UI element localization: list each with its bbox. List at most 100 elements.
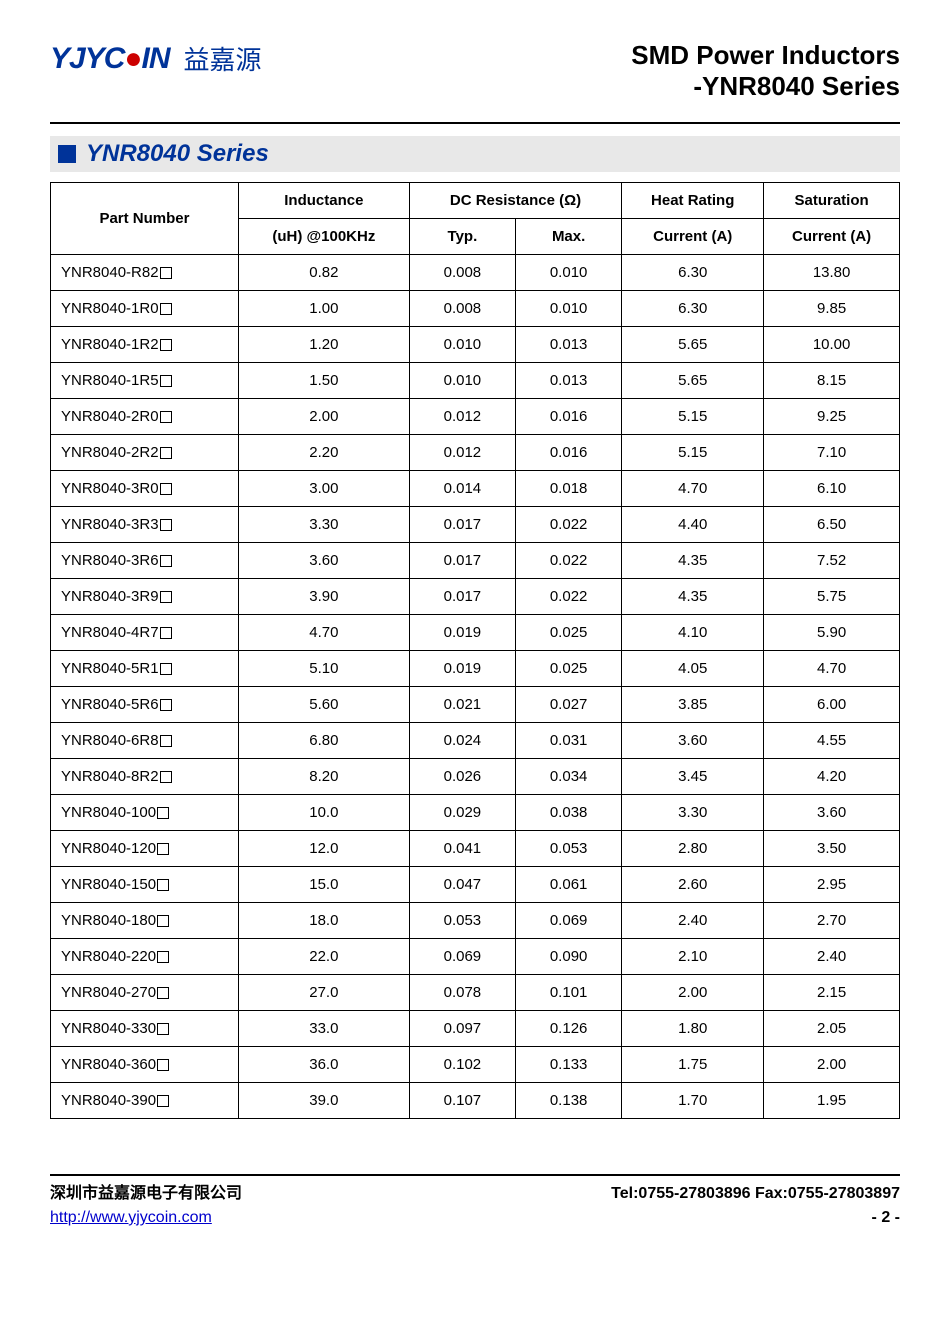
cell-sat: 10.00: [764, 327, 900, 363]
cell-max: 0.101: [516, 975, 622, 1011]
table-row: YNR8040-36036.00.1020.1331.752.00: [51, 1047, 900, 1083]
cell-typ: 0.019: [409, 615, 515, 651]
cell-part-number: YNR8040-2R0: [51, 399, 239, 435]
table-row: YNR8040-1R51.500.0100.0135.658.15: [51, 363, 900, 399]
col-inductance-bot: (uH) @100KHz: [238, 219, 409, 255]
cell-sat: 7.52: [764, 543, 900, 579]
table-row: YNR8040-10010.00.0290.0383.303.60: [51, 795, 900, 831]
cell-uh: 3.00: [238, 471, 409, 507]
logo-chinese: 益嘉源: [184, 40, 262, 77]
cell-max: 0.027: [516, 687, 622, 723]
cell-uh: 0.82: [238, 255, 409, 291]
cell-part-number: YNR8040-6R8: [51, 723, 239, 759]
suffix-box-icon: [160, 447, 172, 459]
cell-max: 0.016: [516, 399, 622, 435]
cell-part-number: YNR8040-5R6: [51, 687, 239, 723]
cell-heat: 4.10: [622, 615, 764, 651]
footer-row-2: http://www.yjycoin.com - 2 -: [50, 1206, 900, 1230]
table-row: YNR8040-4R74.700.0190.0254.105.90: [51, 615, 900, 651]
cell-part-number: YNR8040-1R2: [51, 327, 239, 363]
cell-max: 0.138: [516, 1083, 622, 1119]
cell-max: 0.022: [516, 543, 622, 579]
cell-part-number: YNR8040-4R7: [51, 615, 239, 651]
cell-heat: 6.30: [622, 255, 764, 291]
document-title: SMD Power Inductors -YNR8040 Series: [631, 40, 900, 102]
cell-uh: 18.0: [238, 903, 409, 939]
table-row: YNR8040-1R21.200.0100.0135.6510.00: [51, 327, 900, 363]
company-logo: YJYC●IN 益嘉源: [50, 40, 262, 77]
cell-uh: 12.0: [238, 831, 409, 867]
section-heading-bar: YNR8040 Series: [50, 136, 900, 172]
cell-part-number: YNR8040-1R0: [51, 291, 239, 327]
table-row: YNR8040-2R22.200.0120.0165.157.10: [51, 435, 900, 471]
suffix-box-icon: [160, 771, 172, 783]
cell-sat: 2.40: [764, 939, 900, 975]
cell-max: 0.031: [516, 723, 622, 759]
suffix-box-icon: [157, 951, 169, 963]
cell-uh: 2.20: [238, 435, 409, 471]
suffix-box-icon: [160, 663, 172, 675]
cell-typ: 0.012: [409, 399, 515, 435]
cell-typ: 0.024: [409, 723, 515, 759]
cell-uh: 27.0: [238, 975, 409, 1011]
suffix-box-icon: [160, 339, 172, 351]
cell-heat: 4.35: [622, 543, 764, 579]
cell-typ: 0.017: [409, 579, 515, 615]
section-bullet-icon: [58, 145, 76, 163]
cell-sat: 8.15: [764, 363, 900, 399]
cell-uh: 3.30: [238, 507, 409, 543]
cell-sat: 3.50: [764, 831, 900, 867]
cell-max: 0.061: [516, 867, 622, 903]
cell-max: 0.126: [516, 1011, 622, 1047]
cell-typ: 0.047: [409, 867, 515, 903]
suffix-box-icon: [157, 879, 169, 891]
suffix-box-icon: [160, 555, 172, 567]
cell-uh: 22.0: [238, 939, 409, 975]
cell-sat: 1.95: [764, 1083, 900, 1119]
suffix-box-icon: [160, 735, 172, 747]
table-row: YNR8040-3R03.000.0140.0184.706.10: [51, 471, 900, 507]
footer-contact: Tel:0755-27803896 Fax:0755-27803897: [611, 1182, 900, 1206]
cell-max: 0.016: [516, 435, 622, 471]
cell-uh: 4.70: [238, 615, 409, 651]
cell-sat: 4.70: [764, 651, 900, 687]
cell-part-number: YNR8040-390: [51, 1083, 239, 1119]
suffix-box-icon: [157, 843, 169, 855]
cell-part-number: YNR8040-3R3: [51, 507, 239, 543]
suffix-box-icon: [157, 915, 169, 927]
cell-typ: 0.019: [409, 651, 515, 687]
col-dcr-max: Max.: [516, 219, 622, 255]
table-row: YNR8040-22022.00.0690.0902.102.40: [51, 939, 900, 975]
cell-heat: 2.40: [622, 903, 764, 939]
suffix-box-icon: [160, 627, 172, 639]
cell-heat: 2.10: [622, 939, 764, 975]
cell-typ: 0.078: [409, 975, 515, 1011]
footer-url-link[interactable]: http://www.yjycoin.com: [50, 1206, 212, 1230]
cell-max: 0.010: [516, 255, 622, 291]
footer-rule: [50, 1174, 900, 1176]
cell-uh: 15.0: [238, 867, 409, 903]
cell-heat: 3.30: [622, 795, 764, 831]
cell-part-number: YNR8040-3R9: [51, 579, 239, 615]
cell-sat: 6.00: [764, 687, 900, 723]
cell-uh: 1.20: [238, 327, 409, 363]
cell-uh: 39.0: [238, 1083, 409, 1119]
cell-heat: 1.80: [622, 1011, 764, 1047]
cell-typ: 0.017: [409, 543, 515, 579]
cell-uh: 1.00: [238, 291, 409, 327]
cell-part-number: YNR8040-8R2: [51, 759, 239, 795]
cell-uh: 10.0: [238, 795, 409, 831]
cell-max: 0.022: [516, 507, 622, 543]
col-dcr-top: DC Resistance (Ω): [409, 183, 621, 219]
cell-uh: 8.20: [238, 759, 409, 795]
table-row: YNR8040-15015.00.0470.0612.602.95: [51, 867, 900, 903]
col-heat-bot: Current (A): [622, 219, 764, 255]
suffix-box-icon: [157, 987, 169, 999]
suffix-box-icon: [157, 1059, 169, 1071]
cell-typ: 0.008: [409, 291, 515, 327]
cell-sat: 2.95: [764, 867, 900, 903]
cell-uh: 5.60: [238, 687, 409, 723]
footer-row-1: 深圳市益嘉源电子有限公司 Tel:0755-27803896 Fax:0755-…: [50, 1182, 900, 1206]
footer-page-number: - 2 -: [872, 1206, 900, 1230]
table-row: YNR8040-3R33.300.0170.0224.406.50: [51, 507, 900, 543]
